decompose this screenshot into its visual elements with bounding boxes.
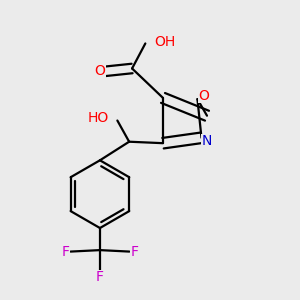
Text: F: F [61,244,69,259]
Text: OH: OH [154,35,176,49]
Text: F: F [96,271,104,284]
Text: O: O [94,64,105,78]
Text: HO: HO [87,111,109,124]
Text: N: N [202,134,212,148]
Text: F: F [131,244,139,259]
Text: O: O [199,88,209,103]
